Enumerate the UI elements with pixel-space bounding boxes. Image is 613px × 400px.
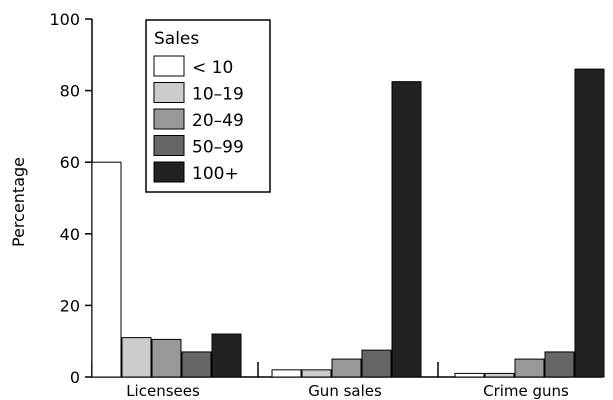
category-label: Licensees [126,382,200,400]
legend-swatch [153,82,185,103]
category-labels: Licensees Gun sales Crime guns [126,382,569,400]
bar [91,161,122,378]
y-tick-label: 20 [60,296,80,315]
legend-swatch [153,161,185,183]
bar [151,338,182,378]
category-label: Gun sales [308,382,382,400]
y-tick-label: 40 [60,225,80,244]
bar [271,369,302,378]
legend-label: 20–49 [192,111,244,131]
bar [514,358,545,378]
y-tick-label: 0 [70,368,80,387]
bar [211,333,242,378]
y-tick-label: 60 [60,153,80,172]
bar [331,358,362,378]
bars [91,68,605,378]
legend-label: < 10 [192,58,233,78]
bar [484,372,515,378]
legend-swatch [153,108,185,130]
bar [361,349,392,378]
y-ticks: 0 20 40 60 80 100 [49,10,92,387]
y-axis-title: Percentage [9,157,28,247]
legend-items: < 10 10–19 20–49 50–99 100+ [153,55,244,184]
legend-swatch [153,55,185,77]
bar [121,337,152,378]
bar [454,372,485,378]
y-tick-label: 80 [60,82,80,101]
bar [181,351,212,378]
category-label: Crime guns [483,382,569,400]
legend-label: 50–99 [192,138,244,158]
legend-title: Sales [154,29,199,49]
y-tick-label: 100 [49,10,80,29]
legend: Sales < 10 10–19 20–49 50–99 100+ [145,19,271,193]
bar [544,351,575,378]
bar [391,81,422,378]
legend-label: 10–19 [192,85,244,105]
bar [574,68,605,378]
bar [301,369,332,378]
legend-swatch [153,135,185,156]
legend-label: 100+ [192,164,239,184]
